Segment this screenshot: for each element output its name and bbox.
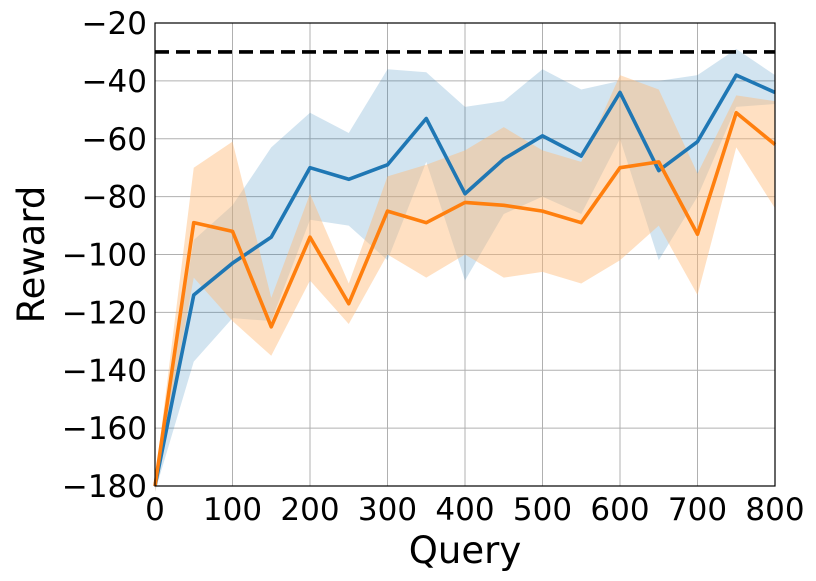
y-tick-label: −140 xyxy=(62,353,147,389)
band-orange xyxy=(155,75,775,492)
y-axis-label: Reward xyxy=(10,186,53,324)
x-tick-label: 600 xyxy=(590,492,649,528)
y-tick-label: −60 xyxy=(82,122,147,158)
x-axis-label: Query xyxy=(409,529,521,572)
x-tick-label: 100 xyxy=(203,492,262,528)
x-tick-label: 400 xyxy=(435,492,494,528)
y-tick-label: −40 xyxy=(82,64,147,100)
series-line-orange xyxy=(153,110,777,487)
band-blue xyxy=(155,49,775,492)
y-tick-labels: −20 −40 −60 −80 −100 −120 −140 −160 −180 xyxy=(62,6,147,505)
x-tick-label: 800 xyxy=(745,492,804,528)
y-tick-label: −160 xyxy=(62,411,147,447)
y-tick-label: −180 xyxy=(62,469,147,505)
y-tick-label: −80 xyxy=(82,180,147,216)
y-tick-label: −20 xyxy=(82,6,147,42)
x-tick-label: 300 xyxy=(358,492,417,528)
x-tick-label: 500 xyxy=(513,492,572,528)
confidence-bands xyxy=(155,49,775,492)
plot-frame xyxy=(154,22,776,487)
series-lines xyxy=(153,73,777,487)
series-line-blue xyxy=(153,73,776,487)
y-tick-label: −120 xyxy=(62,295,147,331)
y-tick-label: −100 xyxy=(62,238,147,274)
x-tick-label: 700 xyxy=(668,492,727,528)
x-tick-label: 200 xyxy=(280,492,339,528)
x-tick-label: 0 xyxy=(145,492,165,528)
x-tick-labels: 0 100 200 300 400 500 600 700 800 xyxy=(145,492,804,528)
